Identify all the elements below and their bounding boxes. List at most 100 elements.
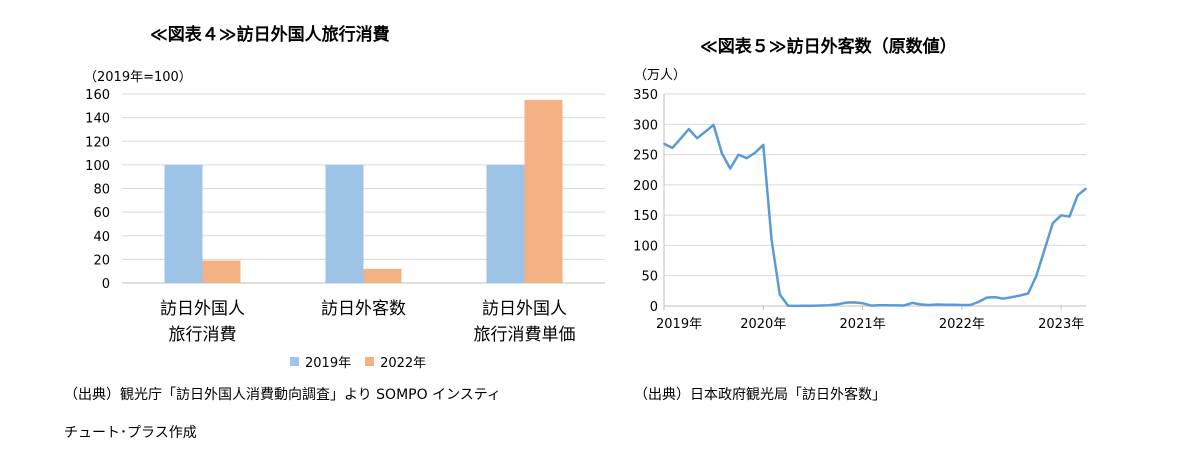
x-category-label: 旅行消費単価 — [474, 325, 576, 345]
data-point — [688, 128, 690, 130]
chart-title: ≪図表５≫訪日外客数（原数値） — [700, 37, 957, 57]
data-point — [952, 303, 955, 306]
data-point — [861, 302, 864, 305]
data-point — [961, 304, 963, 306]
source-note-line1: （出典）観光庁「訪日外国人消費動向調査」より SOMPO インスティ — [64, 387, 501, 403]
data-point — [770, 239, 773, 241]
y-axis-unit-label: （2019年=100） — [84, 70, 192, 85]
data-point — [754, 151, 756, 154]
x-tick-label: 2022年 — [939, 317, 985, 332]
data-point — [1027, 292, 1029, 295]
x-tick-label: 2023年 — [1038, 317, 1084, 332]
y-tick-label: 200 — [633, 179, 658, 194]
y-tick-label: 120 — [85, 135, 110, 150]
y-tick-label: 60 — [93, 206, 110, 221]
series-line — [663, 123, 1087, 308]
legend-label-2019: 2019年 — [305, 356, 352, 371]
legend-label-2022: 2022年 — [380, 356, 427, 371]
y-tick-label: 160 — [85, 88, 110, 103]
data-point — [1010, 296, 1013, 299]
source-note-line2: チュート･プラス作成 — [64, 425, 197, 441]
data-point — [1076, 194, 1079, 197]
bar-2022 — [524, 99, 563, 283]
y-tick-label: 100 — [85, 159, 110, 174]
x-category-label: 旅行消費 — [169, 325, 237, 345]
data-point — [820, 304, 823, 307]
bar-2019 — [164, 164, 203, 283]
data-point — [745, 157, 748, 160]
data-point — [903, 304, 905, 307]
y-tick-label: 50 — [641, 270, 658, 285]
data-point — [729, 167, 731, 170]
data-point — [994, 296, 996, 298]
x-tick-label: 2021年 — [840, 317, 886, 332]
data-point — [886, 304, 889, 307]
bar-2019 — [325, 164, 364, 283]
data-point — [803, 305, 806, 307]
chart-panel-visitor-arrivals: ≪図表５≫訪日外客数（原数値） （万人） 0 50 100 150 200 250 300 3… — [620, 0, 1188, 466]
data-point — [762, 144, 765, 146]
data-point — [1052, 222, 1054, 224]
data-point — [944, 303, 947, 306]
data-point — [1068, 215, 1071, 218]
data-point — [795, 305, 798, 307]
data-point — [894, 304, 897, 307]
data-point — [737, 153, 740, 156]
data-point — [671, 147, 674, 149]
y-tick-label: 140 — [85, 112, 110, 127]
data-point — [779, 293, 781, 296]
data-point — [679, 138, 682, 140]
data-point — [936, 303, 938, 306]
data-point — [919, 303, 922, 306]
data-point — [845, 301, 847, 304]
y-tick-label: 0 — [102, 277, 110, 292]
y-axis-unit-label: （万人） — [634, 68, 687, 83]
data-point — [1002, 297, 1005, 300]
legend-swatch-2019 — [290, 357, 299, 366]
bar-chart: 0 20 40 60 80 100 120 140 160 訪日外国人旅行消費 訪日外客数 訪日外国人… — [85, 88, 605, 345]
y-tick-label: 300 — [633, 118, 658, 133]
data-point — [696, 137, 698, 140]
x-tick-label: 2020年 — [740, 317, 786, 332]
y-tick-label: 0 — [650, 300, 658, 315]
data-point — [985, 296, 988, 299]
x-category-label: 訪日外国人 — [160, 299, 245, 319]
y-tick-label: 100 — [633, 239, 658, 254]
data-point — [704, 130, 707, 133]
data-point — [878, 304, 880, 307]
data-point — [712, 124, 715, 126]
data-point — [853, 301, 856, 304]
data-point — [1043, 248, 1046, 251]
chart-panel-tourist-spending: ≪図表４≫訪日外国人旅行消費 （2019年=100） 0 20 40 60 80 100 1… — [64, 25, 605, 441]
data-point — [977, 301, 980, 303]
data-point — [836, 303, 839, 306]
data-point — [927, 304, 930, 306]
data-point — [721, 152, 723, 155]
legend-swatch-2022 — [365, 357, 375, 366]
y-tick-label: 150 — [633, 209, 658, 224]
data-point — [812, 304, 814, 307]
y-tick-label: 40 — [93, 230, 110, 245]
data-point — [828, 304, 831, 306]
y-tick-label: 250 — [633, 149, 658, 164]
y-tick-label: 80 — [93, 183, 110, 198]
data-point — [1060, 214, 1062, 217]
line-chart: 0 50 100 150 200 250 300 350 2019年 2020年 2021年 2022… — [633, 88, 1087, 332]
x-category-label: 訪日外国人 — [482, 299, 567, 319]
data-point — [969, 304, 971, 306]
data-point — [1035, 274, 1038, 277]
data-point — [1019, 294, 1021, 297]
x-tick-label: 2019年 — [656, 317, 702, 332]
y-tick-label: 350 — [633, 88, 658, 103]
bar-2019 — [486, 164, 525, 283]
data-point — [911, 302, 914, 304]
data-point — [787, 305, 789, 307]
data-point — [663, 142, 665, 145]
y-tick-label: 20 — [93, 253, 110, 268]
bar-2022 — [202, 260, 241, 283]
source-note: （出典）日本政府観光局「訪日外客数」 — [634, 387, 886, 403]
legend: 2019年 2022年 — [290, 352, 426, 371]
x-category-label: 訪日外客数 — [321, 299, 406, 319]
bar-2022 — [363, 268, 402, 283]
data-point — [1085, 187, 1087, 190]
